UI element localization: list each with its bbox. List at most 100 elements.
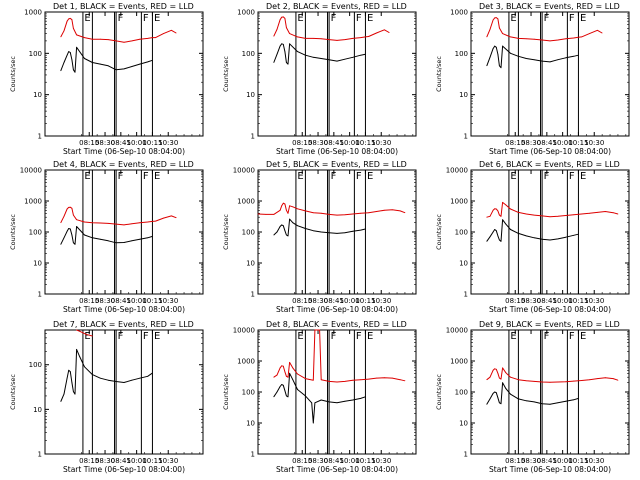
data-point [328, 39, 330, 40]
y-tick-label: 10 [33, 406, 42, 414]
data-point [328, 232, 330, 234]
data-point [486, 379, 488, 381]
data-point [171, 215, 172, 217]
plot-frame [44, 169, 204, 295]
chart-title: Det 5, BLACK = Events, RED = LLD [266, 160, 407, 169]
event-line-label: F [569, 13, 575, 24]
data-point [573, 214, 575, 216]
data-point [92, 237, 93, 239]
data-point [541, 215, 543, 217]
x-tick-label: 10:30 [158, 297, 178, 305]
data-point [286, 27, 287, 28]
data-point [76, 46, 77, 48]
data-point [99, 377, 101, 379]
data-point [489, 376, 491, 378]
data-point [147, 37, 149, 39]
data-point [152, 372, 153, 374]
data-point [495, 392, 497, 394]
data-point [276, 374, 278, 376]
data-point [305, 54, 306, 56]
x-tick-label: 08:45 [537, 297, 557, 305]
data-point [68, 207, 70, 208]
data-point [565, 57, 567, 59]
data-point [510, 229, 511, 230]
data-point [492, 393, 494, 394]
data-point [360, 37, 362, 39]
data-point [286, 209, 287, 211]
data-point [69, 206, 71, 208]
event-line-label: E [510, 331, 516, 342]
data-point [320, 58, 322, 59]
data-point [589, 379, 590, 381]
data-point [494, 208, 496, 210]
data-point [276, 53, 278, 55]
data-point [312, 422, 314, 424]
event-line-label: E [580, 13, 586, 24]
event-line-label: E [84, 171, 90, 182]
y-tick-label: 100 [455, 50, 468, 58]
event-line-label: E [580, 331, 586, 342]
data-point [123, 224, 125, 226]
data-point [391, 377, 393, 379]
data-point [287, 235, 289, 237]
data-point [573, 234, 575, 236]
x-tick-label: 08:30 [521, 297, 541, 305]
data-point [63, 30, 65, 32]
data-point [368, 378, 369, 380]
x-axis-label: Start Time (06-Sep-10 08:04:00) [63, 147, 185, 156]
data-point [376, 377, 377, 379]
data-point [155, 37, 157, 39]
event-line-label: E [510, 13, 516, 24]
data-point [525, 58, 527, 59]
data-point [489, 398, 491, 400]
data-point [73, 69, 74, 71]
data-point [492, 369, 494, 371]
data-point [284, 51, 286, 53]
data-point [320, 379, 322, 381]
data-point [336, 214, 338, 216]
data-point [84, 37, 85, 39]
data-point [292, 222, 294, 224]
data-point [492, 48, 494, 50]
data-point [565, 236, 567, 238]
chart-title: Det 9, BLACK = Events, RED = LLD [479, 320, 620, 329]
data-point [578, 398, 579, 399]
data-point [573, 37, 575, 39]
data-point [399, 379, 401, 381]
data-point [384, 377, 385, 379]
data-point [297, 51, 298, 53]
data-point [276, 231, 278, 233]
data-point [492, 19, 494, 21]
data-point [115, 223, 117, 225]
data-point [68, 51, 70, 53]
data-point [365, 53, 366, 55]
y-tick-label: 1 [251, 133, 255, 141]
event-line-label: E [297, 171, 303, 182]
data-point [282, 202, 284, 204]
chart-panel-9: Det 9, BLACK = Events, RED = LLD 1 10 100 10… [435, 320, 630, 474]
data-point [85, 333, 87, 335]
x-tick-label: 10:15 [355, 297, 375, 305]
data-point [60, 243, 62, 245]
x-tick-label: 10:00 [340, 139, 360, 147]
data-point [107, 240, 109, 242]
data-point [279, 19, 281, 21]
data-point [360, 379, 362, 381]
y-axis-label: Counts/sec [435, 56, 443, 92]
data-point [565, 381, 567, 383]
data-point [115, 381, 117, 382]
data-point [79, 330, 81, 332]
data-point [494, 229, 496, 230]
x-tick-label: 10:15 [568, 297, 588, 305]
data-point [578, 233, 579, 235]
data-point [282, 384, 284, 386]
plot-frame [257, 11, 417, 137]
data-point [282, 16, 284, 18]
data-point [71, 207, 73, 209]
data-point [486, 216, 488, 218]
y-tick-label: 100 [242, 229, 255, 237]
data-point [328, 401, 330, 403]
data-point [365, 36, 366, 38]
data-point [557, 215, 559, 217]
data-point [601, 32, 603, 34]
